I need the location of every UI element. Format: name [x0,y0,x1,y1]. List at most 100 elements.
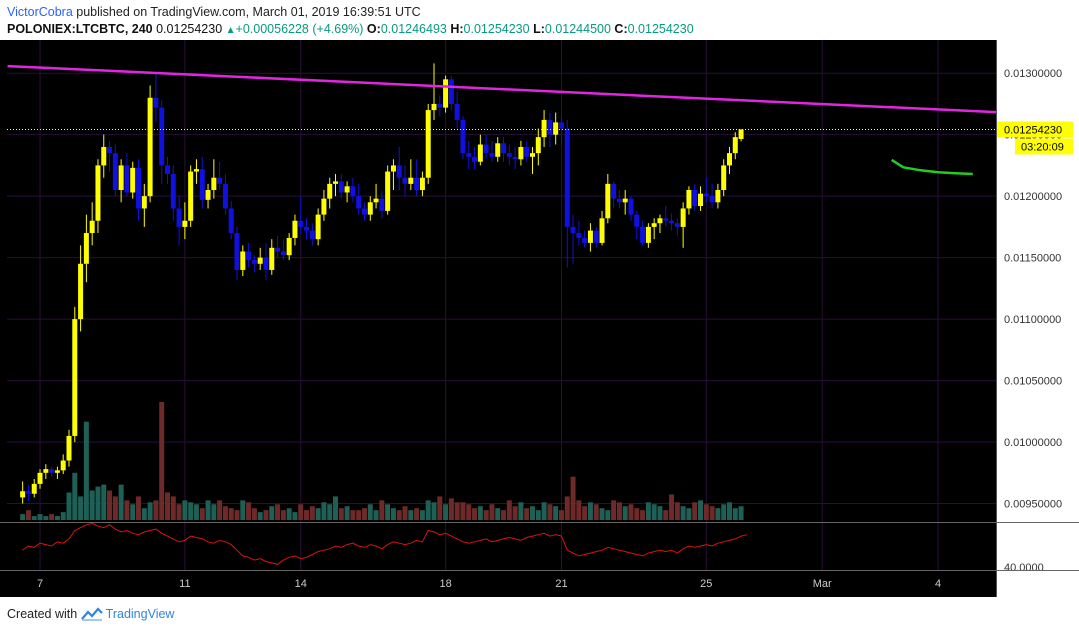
ohlc-legend: POLONIEX:LTCBTC, 240 0.01254230 ▲+0.0005… [7,22,694,36]
volume-bar [188,502,194,520]
price-axis-label: 0.01050000 [1004,376,1062,388]
volume-bar [141,508,147,520]
volume-bar [246,502,252,520]
close-value: 0.01254230 [627,22,694,36]
candle-body [501,143,507,154]
candle-body [153,97,159,108]
candle-body [535,137,541,154]
open-value: 0.01246493 [380,22,447,36]
volume-bar [205,500,211,520]
volume-bar [112,496,118,520]
candle-body [228,208,234,234]
volume-bar [448,498,454,520]
volume-bar [217,500,223,520]
tradingview-brand[interactable]: TradingView [105,607,175,621]
volume-bar [541,502,547,520]
candle-body [616,198,622,203]
volume-bar [251,508,257,520]
volume-bar [431,502,437,520]
price-chart[interactable]: 40.000071114182125Mar40.013000000.012500… [0,40,1079,597]
volume-bar [512,506,518,520]
volume-bar [582,506,588,520]
volume-bar [136,496,142,520]
candle-body [558,122,564,129]
volume-bar [95,486,101,520]
volume-bar [640,510,646,520]
candle-body [101,146,107,166]
candle-body [78,263,84,320]
candle-body [66,435,72,461]
candle-body [333,181,339,184]
price-axis-label: 0.00950000 [1004,499,1062,511]
candle-body [159,107,165,166]
volume-bar [286,508,292,520]
volume-bar [66,492,72,520]
candle-body [280,251,286,256]
volume-bar [385,504,391,520]
candle-body [489,153,495,157]
candle-body [460,119,466,154]
volume-bar [698,500,704,520]
low-label: L: [533,22,545,36]
candle-body [732,137,738,154]
candle-body [95,165,101,221]
candle-body [402,177,408,184]
volume-bar [107,490,113,520]
volume-bar [738,506,744,520]
price-axis-label: 0.01000000 [1004,437,1062,449]
volume-bar [37,514,43,520]
volume-bar [124,500,130,520]
volume-bar [20,514,26,520]
volume-bar [379,500,385,520]
time-axis-label: 11 [179,578,190,590]
candle-body [240,251,246,270]
volume-bar [570,476,576,520]
candle-body [217,177,223,184]
volume-bar [553,506,559,520]
footer: Created with TradingView [7,607,174,621]
high-label: H: [450,22,464,36]
volume-bar [298,504,304,520]
candle-body [141,196,147,209]
time-axis-label: 7 [37,578,43,590]
candle-body [553,122,559,135]
candle-body [188,171,194,221]
author-link[interactable]: VictorCobra [7,5,73,19]
candle-body [645,226,651,243]
candle-body [628,198,634,215]
published-text: published on TradingView.com, March 01, … [76,5,421,19]
volume-bar [663,510,669,520]
time-axis-label: 4 [935,578,941,590]
candle-body [454,103,460,120]
candle-body [327,183,333,199]
last-price: 0.01254230 [156,22,223,36]
candle-body [570,226,576,234]
rsi-axis-label: 40.0000 [1004,562,1044,574]
volume-bar [529,506,535,520]
volume-bar [321,502,327,520]
candle-body [20,491,26,498]
volume-bar [367,504,373,520]
candle-body [472,156,478,162]
candle-body [251,260,257,264]
volume-bar [460,502,466,520]
candle-body [309,230,315,240]
candle-body [680,208,686,227]
candle-body [54,470,60,473]
candle-body [31,483,37,494]
publish-info: VictorCobra published on TradingView.com… [7,5,421,19]
candle-body [396,165,402,178]
volume-bar [414,508,420,520]
volume-bar [680,506,686,520]
volume-bar [43,516,49,520]
candle-body [477,144,483,162]
low-value: 0.01244500 [544,22,611,36]
candle-body [524,146,530,157]
volume-bar [402,506,408,520]
candle-body [640,226,646,243]
candle-body [350,186,356,197]
candle-body [60,460,66,471]
volume-bar [721,504,727,520]
candle-body [205,190,211,200]
rsi-line [22,522,748,565]
